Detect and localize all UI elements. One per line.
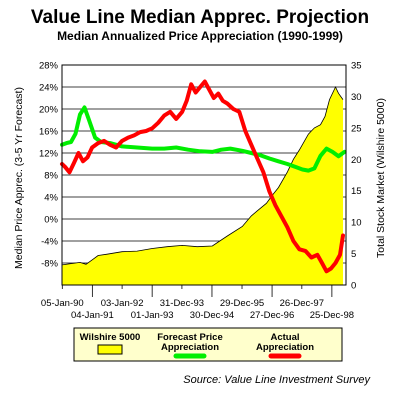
left-tick-label: 8% <box>44 171 58 182</box>
left-tick-label: 0% <box>44 215 58 226</box>
right-axis-ticks: 0 5 10 15 20 25 30 35 <box>351 61 362 292</box>
x-tick-label: 04-Jan-91 <box>71 310 114 321</box>
x-tick-label: 31-Dec-93 <box>160 298 204 309</box>
source-note: Source: Value Line Investment Survey <box>183 374 371 386</box>
left-tick-label: 12% <box>39 149 59 160</box>
actual-appreciation-line <box>60 79 345 274</box>
left-tick-label: 4% <box>44 193 58 204</box>
x-tick-label: 26-Dec-97 <box>280 298 324 309</box>
right-tick-label: 30 <box>351 92 362 103</box>
legend-label: Actual <box>270 332 299 343</box>
x-tick-label: 30-Dec-94 <box>190 310 234 321</box>
legend-label: Appreciation <box>256 342 314 353</box>
right-tick-label: 10 <box>351 218 362 229</box>
plot-frame <box>61 64 347 286</box>
x-tick-label: 29-Dec-95 <box>220 298 264 309</box>
right-tick-label: 35 <box>351 61 362 72</box>
left-axis-label: Median Price Apprec. (3-5 Yr Forecast) <box>13 87 25 269</box>
wilshire-area-layer <box>61 86 344 285</box>
x-tick-label: 01-Jan-93 <box>131 310 174 321</box>
wilshire-5000-area <box>62 87 343 285</box>
right-axis-label: Total Stock Market (Wilshire 5000) <box>375 98 387 258</box>
left-tick-label: 20% <box>39 105 59 116</box>
legend-label: Wilshire 5000 <box>80 332 141 343</box>
right-tick-label: 20 <box>351 155 362 166</box>
x-tick-label: 03-Jan-92 <box>101 298 144 309</box>
x-axis-ticks: 05-Jan-9004-Jan-9103-Jan-9201-Jan-9331-D… <box>41 285 354 321</box>
x-tick-label: 27-Dec-96 <box>250 310 294 321</box>
forecast-price-appreciation-line <box>60 105 347 173</box>
right-tick-label: 5 <box>351 249 356 260</box>
x-tick-label: 05-Jan-90 <box>41 298 84 309</box>
left-tick-label: 28% <box>39 61 59 72</box>
legend-items: Wilshire 5000 Forecast PriceAppreciationA… <box>80 332 314 359</box>
right-tick-label: 15 <box>351 186 362 197</box>
left-tick-label: 16% <box>39 127 59 138</box>
right-tick-label: 25 <box>351 123 362 134</box>
left-tick-label: -8% <box>41 259 58 270</box>
chart-title: Value Line Median Apprec. Projection <box>31 7 369 28</box>
series-line-layer <box>60 79 347 274</box>
legend-label: Forecast Price <box>157 332 222 343</box>
legend: Wilshire 5000 Forecast PriceAppreciationA… <box>73 327 343 362</box>
legend-swatch <box>97 344 123 355</box>
left-tick-label: 24% <box>39 83 59 94</box>
wilshire-5000-outline <box>61 86 344 266</box>
x-tick-label: 25-Dec-98 <box>310 310 354 321</box>
left-tick-label: -4% <box>41 237 58 248</box>
left-axis-ticks: -8% -4% 0% 4% 8% 12% 16% 20% 24% 28% <box>39 61 59 270</box>
right-tick-label: 0 <box>351 281 356 292</box>
chart-subtitle: Median Annualized Price Appreciation (19… <box>57 29 343 43</box>
legend-label: Appreciation <box>161 342 219 353</box>
